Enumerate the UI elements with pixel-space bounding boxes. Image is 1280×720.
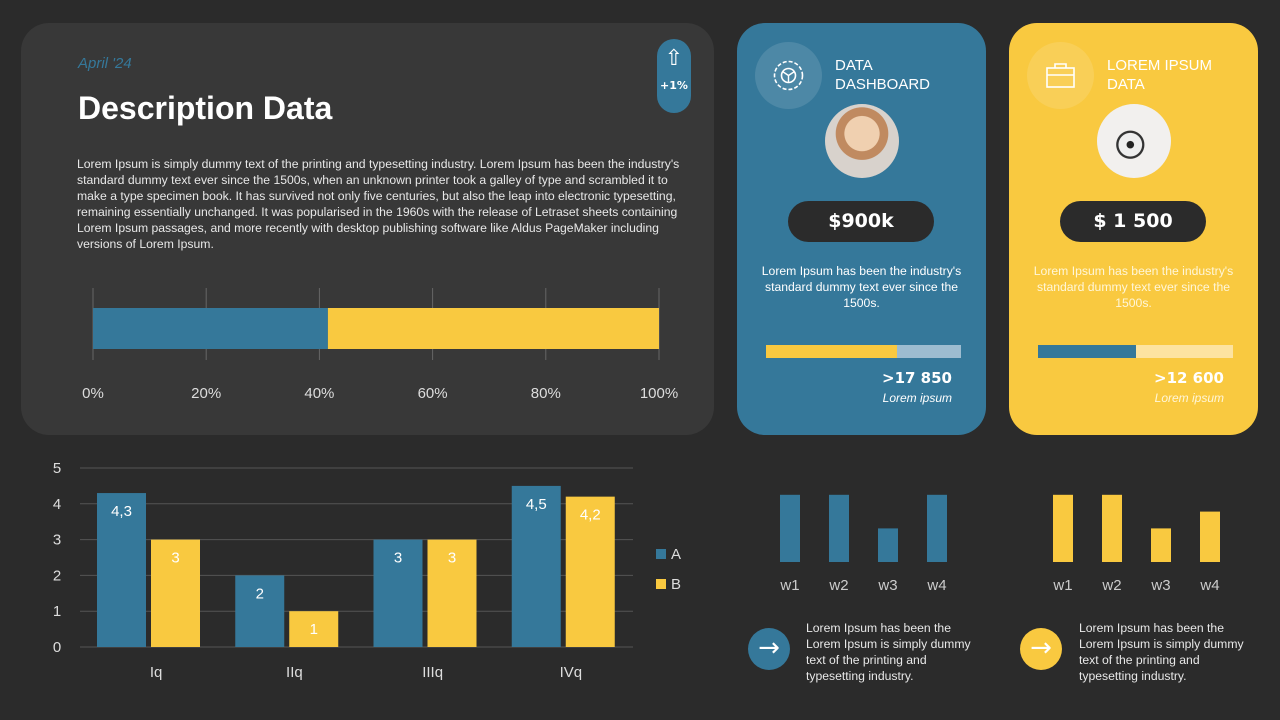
mini-bar xyxy=(780,494,800,562)
bar-A xyxy=(511,485,561,647)
mini-bar xyxy=(1053,494,1073,562)
x-tick-label: 0% xyxy=(82,385,104,402)
bar-B xyxy=(565,496,615,647)
bar-B xyxy=(289,611,339,647)
x-tick-label: 100% xyxy=(640,385,678,402)
description-card xyxy=(21,23,714,435)
gear-icon xyxy=(755,42,822,109)
legend-label: B xyxy=(671,576,681,593)
x-tick-label: IVq xyxy=(560,664,583,681)
mini-bar xyxy=(1151,528,1171,562)
dog-photo xyxy=(1097,104,1171,178)
arrow-right-icon[interactable]: → xyxy=(1020,628,1062,670)
x-tick-label: IIq xyxy=(286,664,303,681)
bar-B xyxy=(427,539,477,647)
x-tick-label: w1 xyxy=(1052,577,1072,594)
data-dashboard-card: DATA DASHBOARD $900k Lorem Ipsum has bee… xyxy=(737,23,986,435)
date-label: April '24 xyxy=(78,55,132,72)
card-text: Lorem Ipsum has been the industry's stan… xyxy=(761,264,962,310)
legend-swatch xyxy=(656,579,666,589)
data-label: 2 xyxy=(256,585,264,602)
data-label: 3 xyxy=(394,550,402,567)
stacked-bar-segment xyxy=(93,308,328,349)
growth-value: +1% xyxy=(660,79,688,92)
x-tick-label: IIIq xyxy=(422,664,443,681)
card-stat-label: Lorem ipsum xyxy=(882,391,952,405)
progress-bar xyxy=(1038,345,1233,358)
data-label: 1 xyxy=(310,621,318,638)
mini-bar xyxy=(1102,494,1122,562)
mini-bar xyxy=(878,528,898,562)
x-tick-label: 20% xyxy=(191,385,221,402)
bar-A xyxy=(97,493,146,647)
data-label: 4,2 xyxy=(580,507,601,524)
page-title: Description Data xyxy=(78,90,333,126)
data-label: 4,5 xyxy=(526,496,547,513)
growth-badge: ⇧ +1% xyxy=(657,39,691,113)
y-tick-label: 0 xyxy=(53,639,61,656)
card-stat: >12 600 xyxy=(1154,369,1224,387)
x-tick-label: w1 xyxy=(779,577,799,594)
legend-label: A xyxy=(671,546,681,563)
y-tick-label: 1 xyxy=(53,603,61,620)
legend-swatch xyxy=(656,549,666,559)
card-text: Lorem Ipsum has been the industry's stan… xyxy=(1033,264,1234,310)
bar-A xyxy=(235,575,285,647)
y-tick-label: 2 xyxy=(53,567,61,584)
x-tick-label: Iq xyxy=(150,664,163,681)
x-tick-label: 80% xyxy=(531,385,561,402)
card-stat: >17 850 xyxy=(882,369,952,387)
girl-photo xyxy=(825,104,899,178)
lorem-ipsum-data-card: LOREM IPSUM DATA $ 1 500 Lorem Ipsum has… xyxy=(1009,23,1258,435)
bar-A xyxy=(373,539,423,647)
x-tick-label: w3 xyxy=(1150,577,1170,594)
mini-bar xyxy=(927,494,947,562)
data-label: 3 xyxy=(448,550,456,567)
toolbox-icon xyxy=(1027,42,1094,109)
x-tick-label: 40% xyxy=(304,385,334,402)
arrow-right-icon[interactable]: → xyxy=(748,628,790,670)
stacked-bar-segment xyxy=(327,308,659,349)
y-tick-label: 4 xyxy=(53,496,61,513)
footer-text: Lorem Ipsum has been the Lorem Ipsum is … xyxy=(1079,621,1244,683)
progress-bar xyxy=(766,345,961,358)
card-title: DATA DASHBOARD xyxy=(835,57,931,93)
y-tick-label: 3 xyxy=(53,532,61,549)
card-stat-label: Lorem ipsum xyxy=(1154,391,1224,405)
mini-bar xyxy=(1200,511,1220,562)
footer-text: Lorem Ipsum has been the Lorem Ipsum is … xyxy=(806,621,971,683)
card-title: LOREM IPSUM DATA xyxy=(1107,57,1213,93)
x-tick-label: 60% xyxy=(418,385,448,402)
mini-bar xyxy=(829,494,849,562)
description-text: Lorem Ipsum is simply dummy text of the … xyxy=(77,157,680,252)
x-tick-label: w4 xyxy=(1199,577,1219,594)
value-pill: $900k xyxy=(788,201,934,242)
arrow-up-icon: ⇧ xyxy=(664,46,684,71)
data-label: 3 xyxy=(171,550,179,567)
value-pill: $ 1 500 xyxy=(1060,201,1206,242)
x-tick-label: w4 xyxy=(926,577,946,594)
x-tick-label: w3 xyxy=(877,577,897,594)
data-label: 4,3 xyxy=(111,503,132,520)
x-tick-label: w2 xyxy=(1101,577,1121,594)
x-tick-label: w2 xyxy=(828,577,848,594)
y-tick-label: 5 xyxy=(53,460,61,477)
bar-B xyxy=(151,539,200,647)
